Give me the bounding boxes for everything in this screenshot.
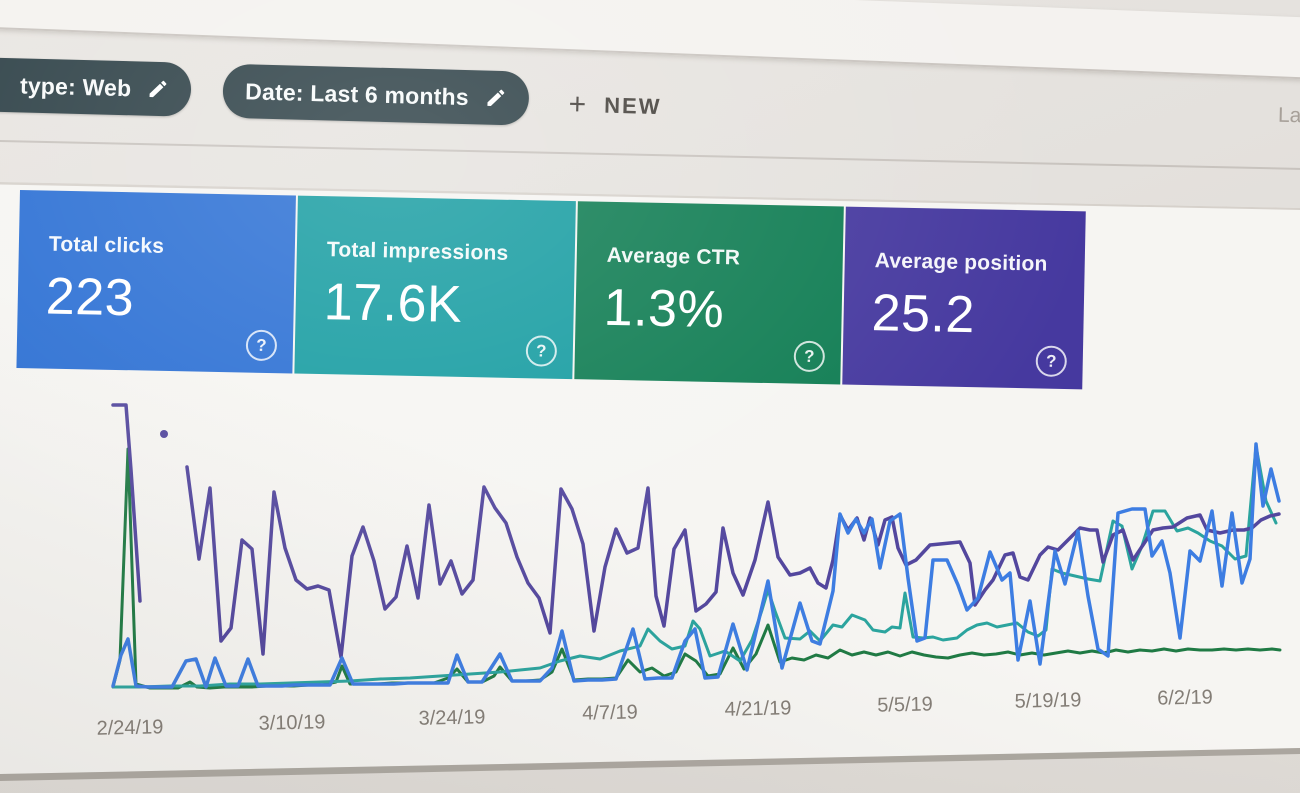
- series-position-point: [160, 430, 168, 438]
- pencil-icon[interactable]: [147, 78, 170, 101]
- pencil-icon[interactable]: [485, 87, 508, 110]
- filter-bar: type: Web Date: Last 6 months + NEW: [0, 56, 1290, 152]
- series-position-line: [111, 403, 142, 603]
- series-position-line: [185, 465, 1281, 659]
- series-clicks-line: [111, 442, 1281, 689]
- filter-chip-search-type[interactable]: type: Web: [0, 56, 192, 117]
- filter-chip-date[interactable]: Date: Last 6 months: [222, 63, 530, 126]
